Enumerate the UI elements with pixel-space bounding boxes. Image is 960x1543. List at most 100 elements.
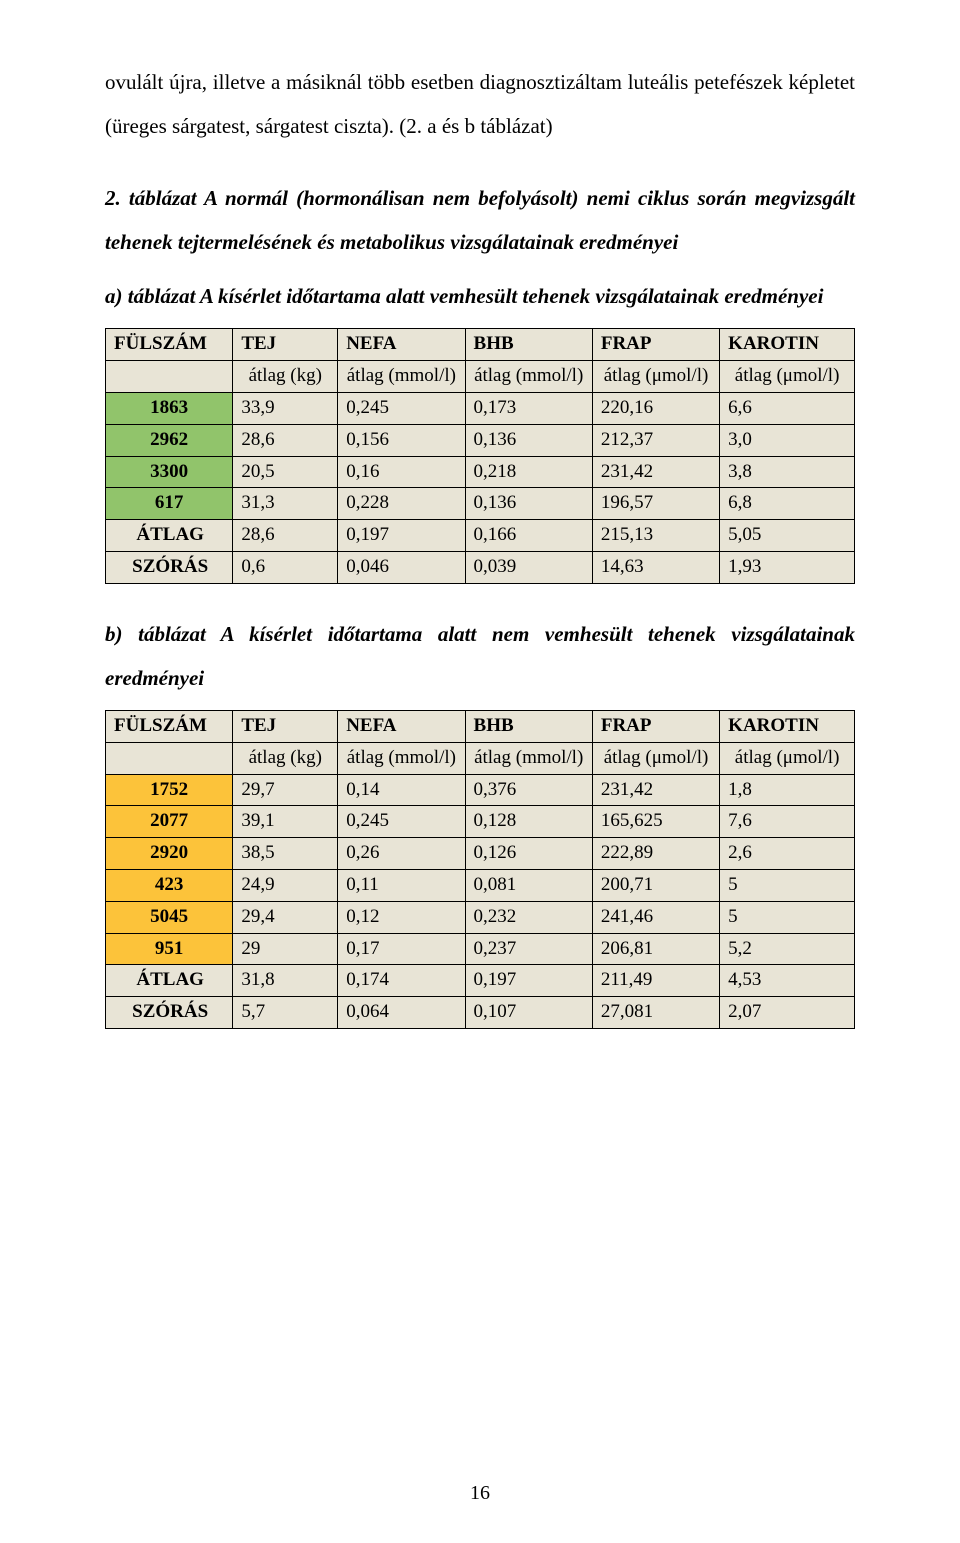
- table-row: SZÓRÁS0,60,0460,03914,631,93: [106, 552, 855, 584]
- table-cell: 6,8: [720, 488, 855, 520]
- table-cell: 14,63: [592, 552, 719, 584]
- table-b-units: átlag (kg)átlag (mmol/l)átlag (mmol/l)át…: [106, 742, 855, 774]
- col-unit: átlag (mmol/l): [338, 742, 465, 774]
- table-cell: 1,93: [720, 552, 855, 584]
- table-cell: 196,57: [592, 488, 719, 520]
- caption-2a-text: a) táblázat A kísérlet időtartama alatt …: [105, 284, 823, 308]
- table-row: 186333,90,2450,173220,166,6: [106, 393, 855, 425]
- table-cell: 27,081: [592, 997, 719, 1029]
- table-row: SZÓRÁS5,70,0640,10727,0812,07: [106, 997, 855, 1029]
- table-row: ÁTLAG28,60,1970,166215,135,05: [106, 520, 855, 552]
- col-unit: átlag (μmol/l): [592, 742, 719, 774]
- table-cell: 28,6: [233, 424, 338, 456]
- table-cell: 3,0: [720, 424, 855, 456]
- table-b-header-row: FÜLSZÁMTEJNEFABHBFRAPKAROTIN: [106, 711, 855, 743]
- table-cell: 0,081: [465, 870, 592, 902]
- table-cell: 951: [106, 933, 233, 965]
- table-cell: 0,232: [465, 901, 592, 933]
- table-cell: 165,625: [592, 806, 719, 838]
- table-row: 951290,170,237206,815,2: [106, 933, 855, 965]
- table-cell: 0,046: [338, 552, 465, 584]
- col-header: BHB: [465, 329, 592, 361]
- caption-2a: a) táblázat A kísérlet időtartama alatt …: [105, 274, 855, 318]
- table-cell: 0,11: [338, 870, 465, 902]
- table-b-body: 175229,70,140,376231,421,8207739,10,2450…: [106, 774, 855, 1028]
- table-cell: 24,9: [233, 870, 338, 902]
- table-cell: 215,13: [592, 520, 719, 552]
- table-cell: 0,12: [338, 901, 465, 933]
- table-row: 296228,60,1560,136212,373,0: [106, 424, 855, 456]
- table-cell: 0,166: [465, 520, 592, 552]
- table-cell: 3,8: [720, 456, 855, 488]
- col-header: KAROTIN: [720, 329, 855, 361]
- table-cell: SZÓRÁS: [106, 552, 233, 584]
- table-cell: 212,37: [592, 424, 719, 456]
- intro-paragraph: ovulált újra, illetve a másiknál több es…: [105, 60, 855, 148]
- page-container: ovulált újra, illetve a másiknál több es…: [0, 0, 960, 1543]
- table-cell: 2077: [106, 806, 233, 838]
- table-a-units-row: átlag (kg)átlag (mmol/l)átlag (mmol/l)át…: [106, 361, 855, 393]
- table-cell: 0,136: [465, 424, 592, 456]
- table-cell: 28,6: [233, 520, 338, 552]
- table-cell: 29,4: [233, 901, 338, 933]
- caption-2b: b) táblázat A kísérlet időtartama alatt …: [105, 612, 855, 700]
- table-cell: 0,376: [465, 774, 592, 806]
- table-cell: 2962: [106, 424, 233, 456]
- table-cell: 0,237: [465, 933, 592, 965]
- table-cell: 0,128: [465, 806, 592, 838]
- table-cell: 0,173: [465, 393, 592, 425]
- table-cell: 0,197: [465, 965, 592, 997]
- col-unit: [106, 742, 233, 774]
- col-unit: átlag (kg): [233, 361, 338, 393]
- table-a: FÜLSZÁMTEJNEFABHBFRAPKAROTIN átlag (kg)á…: [105, 328, 855, 583]
- table-cell: 0,17: [338, 933, 465, 965]
- table-cell: 0,218: [465, 456, 592, 488]
- table-cell: 0,197: [338, 520, 465, 552]
- col-header: FÜLSZÁM: [106, 329, 233, 361]
- table-cell: 423: [106, 870, 233, 902]
- table-row: 292038,50,260,126222,892,6: [106, 838, 855, 870]
- table-cell: 5,2: [720, 933, 855, 965]
- table-cell: 0,14: [338, 774, 465, 806]
- table-cell: 1752: [106, 774, 233, 806]
- col-unit: átlag (mmol/l): [338, 361, 465, 393]
- table-cell: 220,16: [592, 393, 719, 425]
- table-cell: 206,81: [592, 933, 719, 965]
- table-cell: 29,7: [233, 774, 338, 806]
- table-cell: 33,9: [233, 393, 338, 425]
- table-cell: 211,49: [592, 965, 719, 997]
- table-cell: 5,7: [233, 997, 338, 1029]
- table-cell: 5045: [106, 901, 233, 933]
- table-cell: 200,71: [592, 870, 719, 902]
- table-cell: 3300: [106, 456, 233, 488]
- table-cell: 29: [233, 933, 338, 965]
- table-cell: 222,89: [592, 838, 719, 870]
- col-header: FRAP: [592, 329, 719, 361]
- table-cell: 231,42: [592, 774, 719, 806]
- col-unit: átlag (μmol/l): [720, 742, 855, 774]
- col-unit: átlag (mmol/l): [465, 742, 592, 774]
- caption-2-main: 2. táblázat A normál (hormonálisan nem b…: [105, 176, 855, 264]
- table-row: 330020,50,160,218231,423,8: [106, 456, 855, 488]
- table-a-head: FÜLSZÁMTEJNEFABHBFRAPKAROTIN: [106, 329, 855, 361]
- table-cell: 1863: [106, 393, 233, 425]
- caption-2b-text: b) táblázat A kísérlet időtartama alatt …: [105, 622, 855, 690]
- table-b: FÜLSZÁMTEJNEFABHBFRAPKAROTIN átlag (kg)á…: [105, 710, 855, 1029]
- col-unit: átlag (μmol/l): [592, 361, 719, 393]
- col-unit: átlag (mmol/l): [465, 361, 592, 393]
- table-cell: 0,039: [465, 552, 592, 584]
- table-cell: 31,8: [233, 965, 338, 997]
- col-header: FÜLSZÁM: [106, 711, 233, 743]
- table-cell: ÁTLAG: [106, 965, 233, 997]
- page-number: 16: [0, 1482, 960, 1505]
- table-row: 175229,70,140,376231,421,8: [106, 774, 855, 806]
- table-cell: 0,26: [338, 838, 465, 870]
- table-cell: 5: [720, 901, 855, 933]
- table-cell: 0,156: [338, 424, 465, 456]
- table-row: 207739,10,2450,128165,6257,6: [106, 806, 855, 838]
- table-a-header-row: FÜLSZÁMTEJNEFABHBFRAPKAROTIN: [106, 329, 855, 361]
- col-header: FRAP: [592, 711, 719, 743]
- table-cell: 2920: [106, 838, 233, 870]
- table-cell: 31,3: [233, 488, 338, 520]
- table-row: ÁTLAG31,80,1740,197211,494,53: [106, 965, 855, 997]
